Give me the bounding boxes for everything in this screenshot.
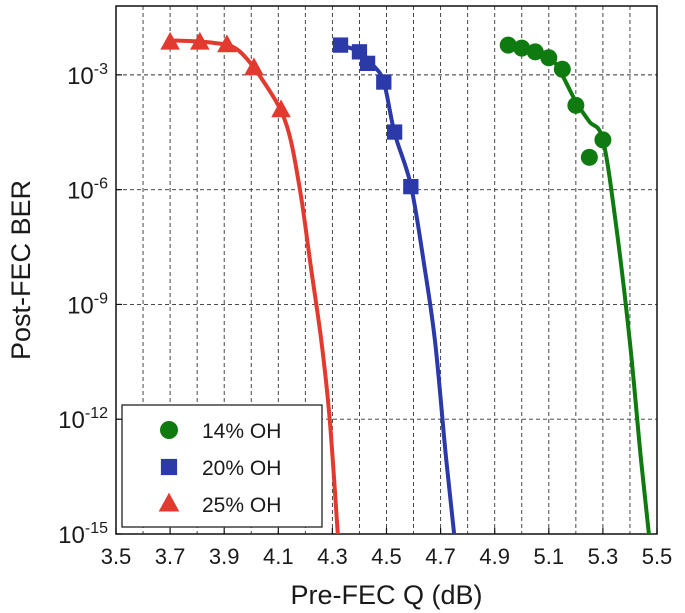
legend-marker xyxy=(160,458,178,476)
x-tick-label: 5.3 xyxy=(588,544,619,569)
legend-marker xyxy=(158,492,180,512)
y-tick-label: 10-3 xyxy=(67,61,108,90)
ticks: 3.5 3.7 3.9 4.1 4.3 4.5 4.7 4.9 5.1 5.3 5.5 10-3 10-… xyxy=(58,61,672,569)
y-tick-label: 10-9 xyxy=(67,290,108,319)
legend-label: 14% OH xyxy=(202,420,281,443)
data-point xyxy=(351,44,368,60)
x-tick-label: 3.7 xyxy=(155,544,186,569)
data-point xyxy=(594,131,612,149)
x-tick-label: 5.5 xyxy=(642,544,673,569)
series-line xyxy=(506,43,651,534)
y-tick-label: 10-12 xyxy=(58,405,108,434)
legend: 14% OH 20% OH 25% OH xyxy=(121,404,323,528)
series-square xyxy=(332,37,457,534)
data-point xyxy=(567,96,585,114)
data-point xyxy=(217,34,237,53)
x-tick-label: 5.1 xyxy=(534,544,565,569)
legend-label: 20% OH xyxy=(202,457,281,480)
y-axis-title: Post-FEC BER xyxy=(6,180,36,360)
y-tick-label: 10-6 xyxy=(67,176,108,205)
data-point xyxy=(386,124,403,140)
data-point xyxy=(271,99,291,118)
data-point xyxy=(540,49,558,67)
series-line xyxy=(338,43,457,534)
legend-label: 25% OH xyxy=(202,494,281,517)
data-point xyxy=(376,74,392,90)
x-tick-label: 4.7 xyxy=(425,544,456,569)
legend-marker xyxy=(160,421,178,439)
data-point xyxy=(190,31,210,50)
data-point xyxy=(553,60,571,78)
series-circle xyxy=(499,36,651,534)
data-point xyxy=(513,39,531,57)
data-point xyxy=(526,43,544,61)
x-tick-label: 3.9 xyxy=(209,544,240,569)
data-point xyxy=(359,55,376,72)
data-point xyxy=(499,36,517,54)
series-group xyxy=(160,31,651,534)
data-point xyxy=(403,178,419,195)
data-point xyxy=(580,148,598,166)
y-tick-label: 10-15 xyxy=(58,520,108,549)
x-tick-label: 4.3 xyxy=(317,544,348,569)
data-point xyxy=(244,57,264,76)
data-point xyxy=(160,31,180,50)
legend-box xyxy=(121,404,323,528)
x-tick-label: 4.1 xyxy=(263,544,294,569)
x-axis-title: Pre-FEC Q (dB) xyxy=(290,580,482,610)
series-triangle xyxy=(160,31,340,534)
x-tick-label: 4.5 xyxy=(371,544,402,569)
x-tick-label: 3.5 xyxy=(101,544,132,569)
x-tick-label: 4.9 xyxy=(479,544,510,569)
data-point xyxy=(332,37,349,53)
